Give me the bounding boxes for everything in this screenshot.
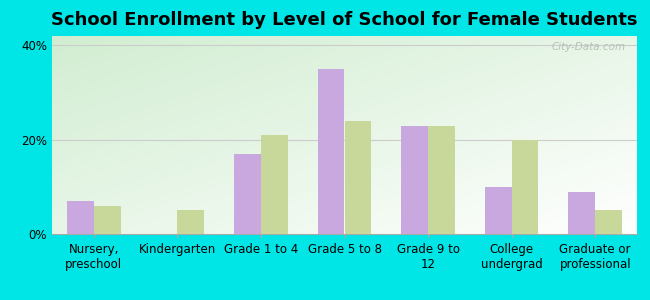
Bar [344, 121, 371, 234]
Bar [569, 192, 595, 234]
Bar [485, 187, 512, 234]
Bar [94, 206, 120, 234]
Title: School Enrollment by Level of School for Female Students: School Enrollment by Level of School for… [51, 11, 638, 29]
Bar [177, 210, 204, 234]
Bar [512, 140, 538, 234]
Bar [261, 135, 288, 234]
Bar [401, 126, 428, 234]
Bar [428, 126, 455, 234]
Bar [595, 210, 622, 234]
Bar [234, 154, 261, 234]
Bar [318, 69, 344, 234]
Text: City-Data.com: City-Data.com [551, 42, 625, 52]
Bar [67, 201, 94, 234]
